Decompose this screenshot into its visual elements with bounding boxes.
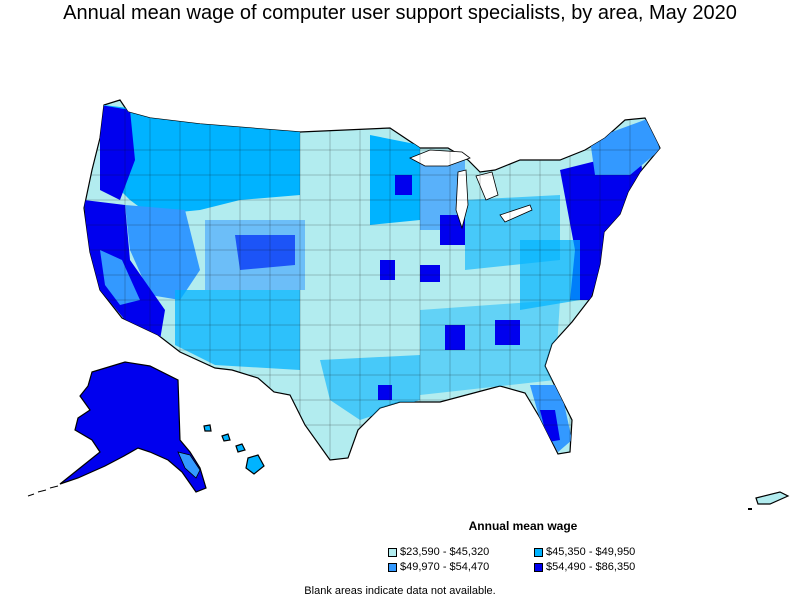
region-st-louis	[420, 265, 440, 282]
legend-title: Annual mean wage	[468, 519, 578, 533]
map-title: Annual mean wage of computer user suppor…	[63, 2, 737, 24]
puerto-rico	[748, 491, 790, 510]
legend-label: $45,350 - $49,950	[546, 546, 636, 558]
legend-item-lowest: $23,590 - $45,320	[388, 546, 489, 558]
region-southeast	[420, 300, 560, 395]
legend-swatch	[388, 547, 397, 557]
region-colorado	[205, 220, 305, 290]
lake-superior	[409, 149, 471, 167]
hawaii-big-island	[245, 454, 265, 475]
region-missouri	[380, 260, 395, 280]
virgin-islands	[748, 508, 752, 510]
hawaii	[203, 424, 265, 475]
region-southwest	[175, 290, 300, 370]
region-mid-atlantic	[520, 240, 580, 310]
legend-item-highest: $54,490 - $86,350	[534, 561, 635, 573]
legend-label: $54,490 - $86,350	[546, 561, 636, 573]
alaska-panhandle	[177, 451, 201, 479]
region-northwest	[100, 105, 300, 215]
region-minneapolis	[395, 175, 412, 195]
lake-erie	[499, 204, 533, 223]
region-wisconsin	[420, 160, 465, 230]
legend-swatch	[534, 547, 543, 557]
hawaii-maui	[235, 443, 246, 453]
region-northeast	[560, 150, 645, 300]
lake-michigan	[455, 169, 469, 230]
hawaii-oahu	[221, 433, 231, 442]
legend-swatch	[388, 562, 397, 572]
region-new-england	[590, 118, 660, 175]
alaska	[27, 361, 207, 497]
legend-item-high: $49,970 - $54,470	[388, 561, 489, 573]
alaska-aleutians	[27, 485, 59, 497]
region-florida-south	[540, 410, 560, 442]
region-washington-coast	[100, 105, 135, 200]
region-tennessee	[445, 325, 465, 350]
region-houston	[378, 385, 392, 400]
region-california-central	[100, 250, 140, 305]
region-great-basin	[125, 205, 200, 300]
alaska-mainland	[59, 361, 207, 493]
region-chicago	[440, 215, 465, 245]
lake-huron	[475, 171, 499, 201]
legend-item-low: $45,350 - $49,950	[534, 546, 635, 558]
legend-label: $49,970 - $54,470	[400, 561, 490, 573]
region-atlanta	[495, 320, 520, 345]
footnote: Blank areas indicate data not available.	[304, 585, 496, 597]
puerto-rico-island	[755, 491, 790, 505]
legend-swatch	[534, 562, 543, 572]
hawaii-kauai	[203, 424, 212, 432]
legend-label: $23,590 - $45,320	[400, 546, 490, 558]
